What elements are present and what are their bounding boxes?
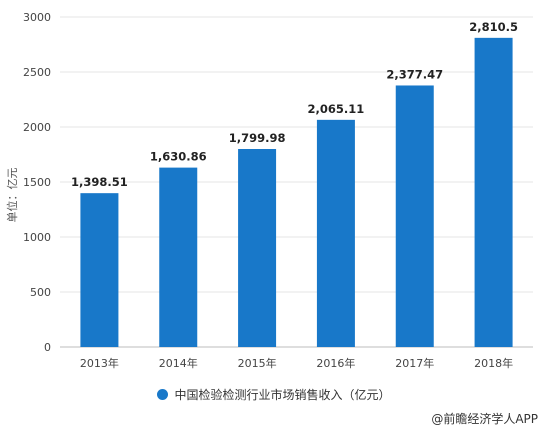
x-tick-label: 2013年 — [80, 356, 119, 370]
x-tick-label: 2016年 — [316, 356, 355, 370]
bar — [316, 119, 355, 348]
y-tick-label: 1000 — [23, 231, 51, 244]
x-axis-ticks: 2013年 2014年 2015年 2016年 2017年 2018年 — [80, 356, 513, 370]
source-credit: @前瞻经济学人APP — [431, 412, 538, 426]
x-tick-label: 2018年 — [474, 356, 513, 370]
bar — [238, 149, 277, 347]
bars — [80, 37, 513, 348]
data-label: 2,377.47 — [386, 67, 443, 81]
bar — [474, 37, 513, 347]
y-axis-title: 单位：亿元 — [5, 168, 19, 223]
x-tick-label: 2017年 — [395, 356, 434, 370]
data-label: 1,630.86 — [150, 150, 207, 164]
data-label: 2,810.5 — [469, 20, 518, 34]
gridlines — [60, 16, 533, 348]
legend: 中国检验检测行业市场销售收入（亿元） — [0, 386, 548, 403]
bar-chart: 0 500 1000 1500 2000 2500 3000 1,398.51 1,630.8… — [5, 11, 533, 370]
data-labels: 1,398.51 1,630.86 1,799.98 2,065.11 2,377.47… — [71, 20, 518, 189]
y-tick-label: 2500 — [23, 66, 51, 79]
y-tick-label: 1500 — [23, 176, 51, 189]
x-tick-label: 2014年 — [159, 356, 198, 370]
bar — [395, 85, 434, 347]
y-tick-label: 0 — [44, 341, 51, 354]
bar — [80, 193, 119, 347]
bar — [159, 167, 198, 347]
legend-marker — [157, 389, 169, 400]
y-tick-label: 3000 — [23, 11, 51, 24]
x-tick-label: 2015年 — [238, 356, 277, 370]
data-label: 1,799.98 — [229, 131, 286, 145]
data-label: 2,065.11 — [308, 102, 365, 116]
data-label: 1,398.51 — [71, 175, 128, 189]
y-tick-label: 500 — [30, 286, 51, 299]
y-tick-label: 2000 — [23, 121, 51, 134]
y-axis-ticks: 0 500 1000 1500 2000 2500 3000 — [23, 11, 51, 354]
legend-label: 中国检验检测行业市场销售收入（亿元） — [174, 388, 391, 402]
